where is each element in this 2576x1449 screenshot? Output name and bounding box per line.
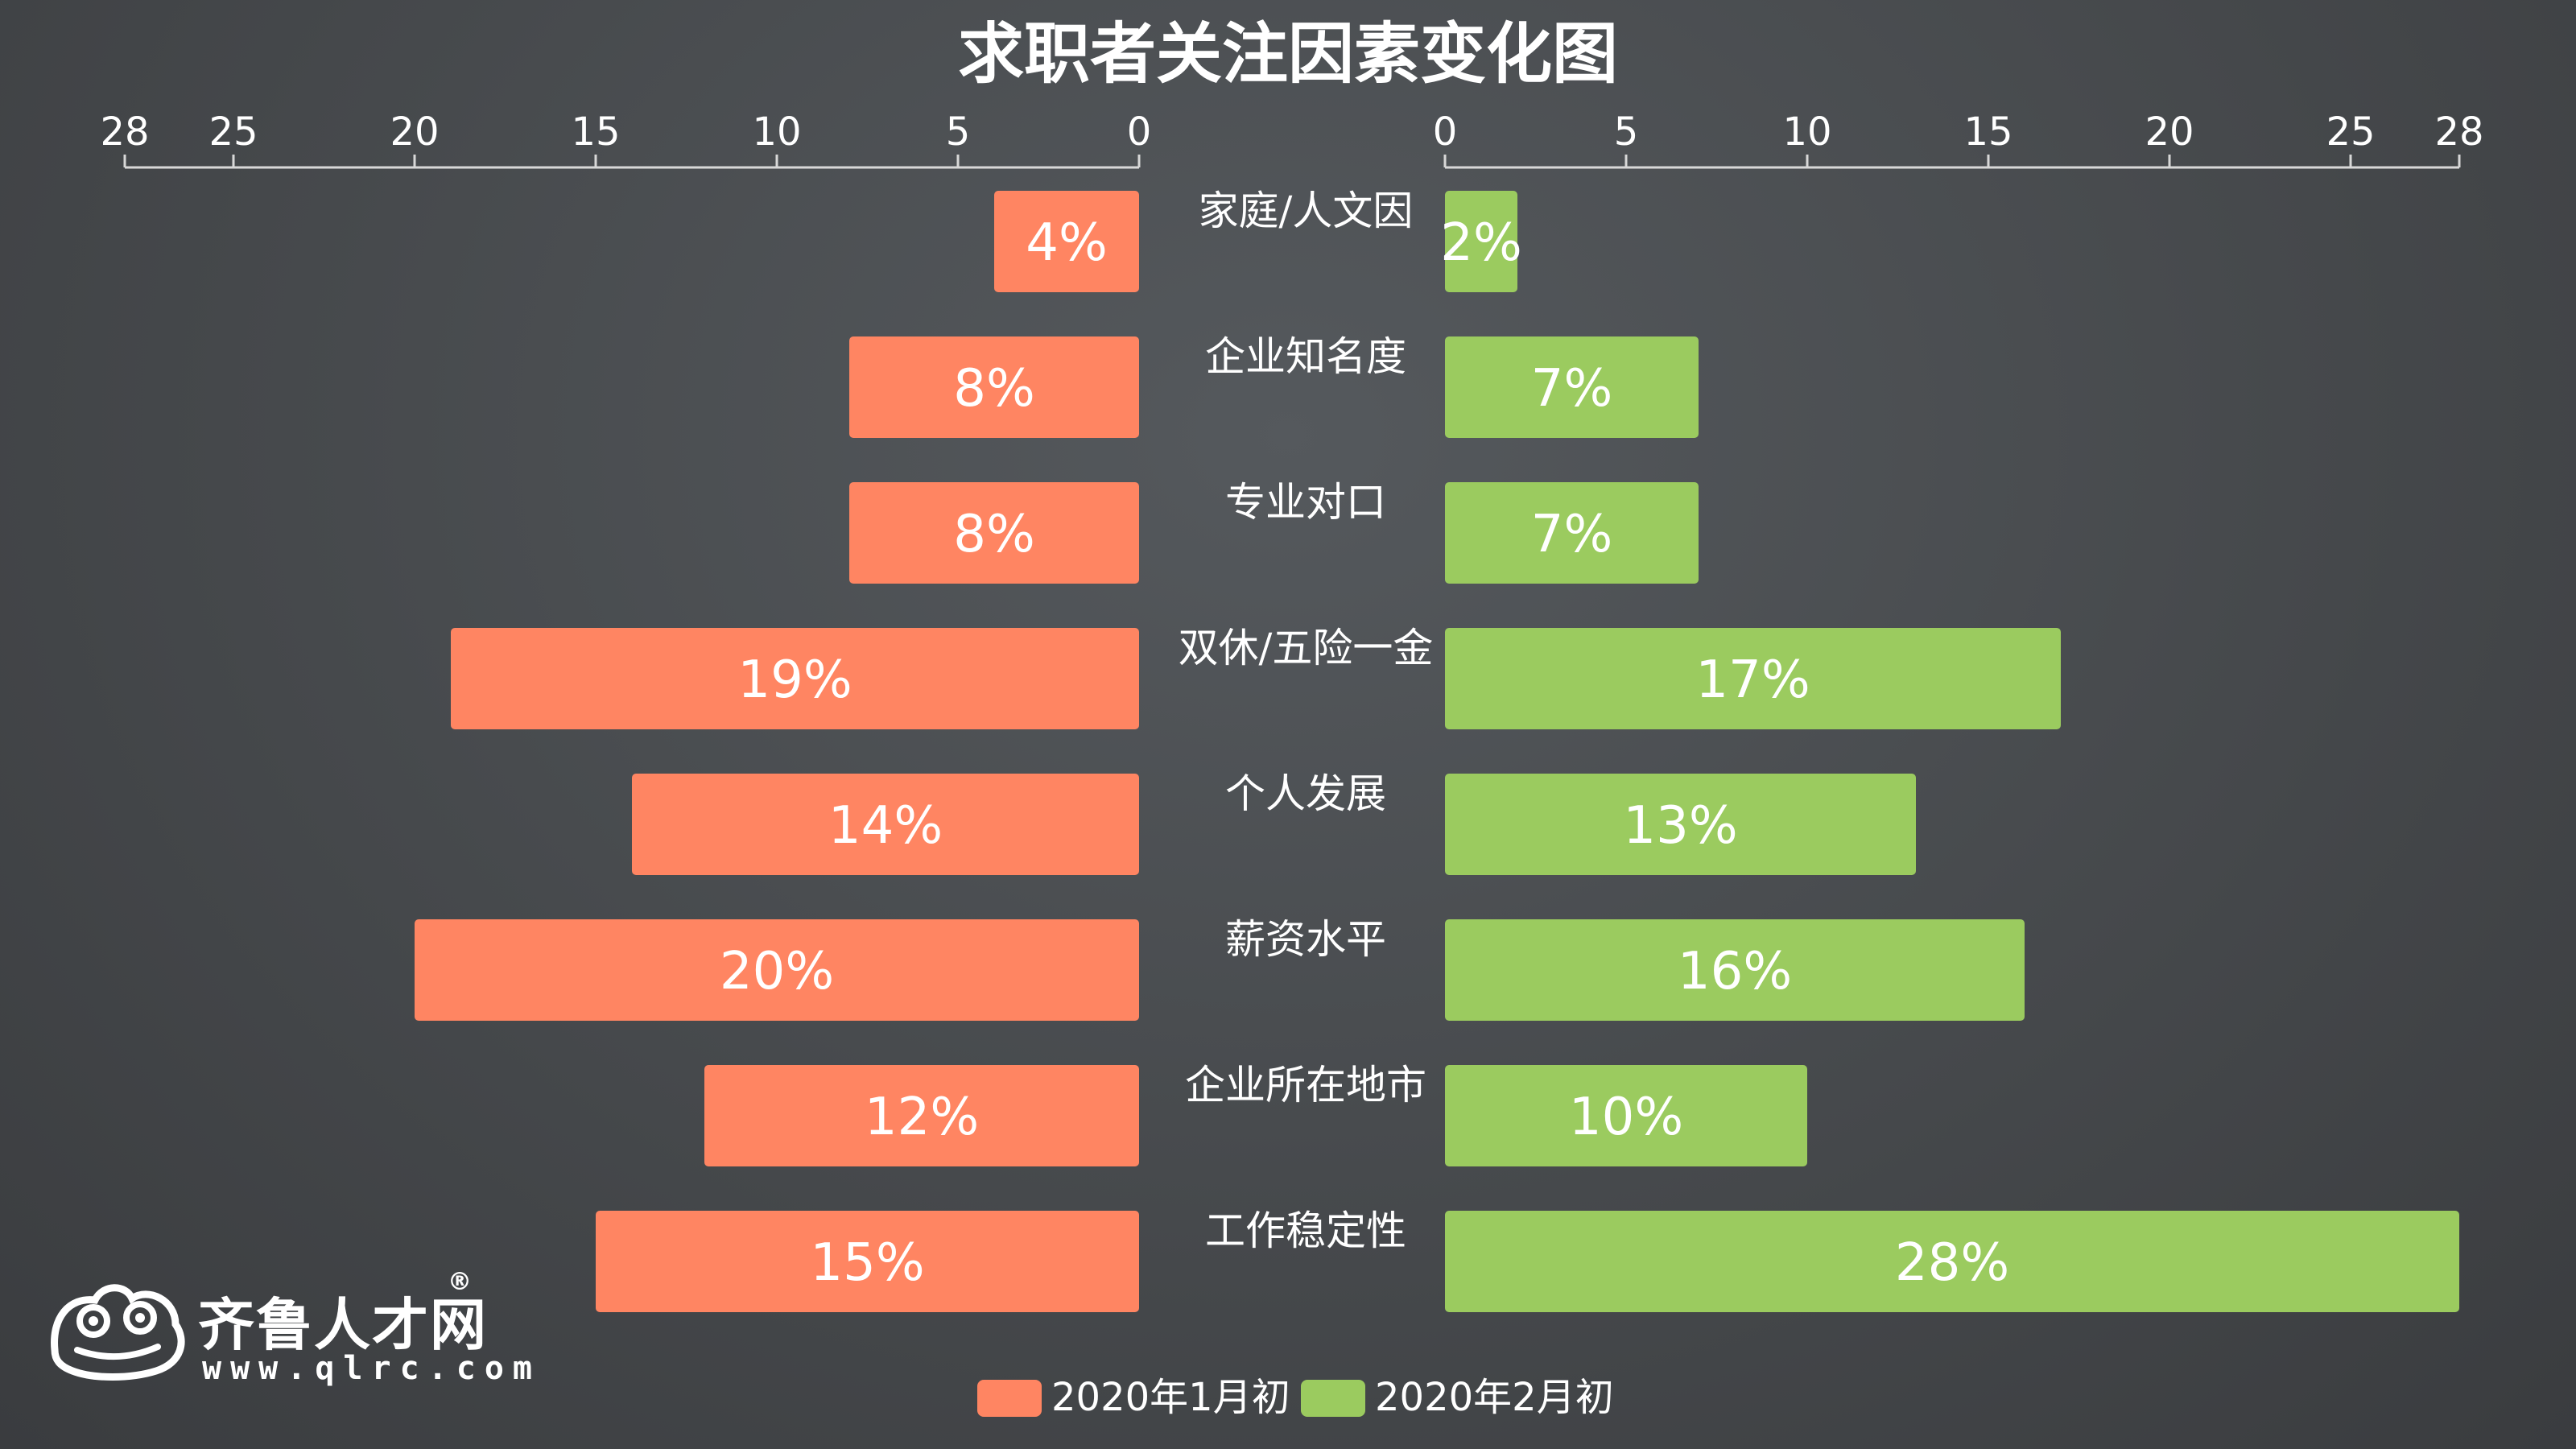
bar-left (704, 1065, 1139, 1166)
bar-left (849, 482, 1139, 584)
bar-right-label: 10% (1569, 1088, 1683, 1147)
bar-left (849, 336, 1139, 438)
bar-right-label: 16% (1678, 942, 1792, 1001)
bar-right (1445, 1065, 1807, 1166)
bar-right (1445, 191, 1517, 292)
category-label: 工作稳定性 (1205, 1208, 1406, 1254)
bar-left (632, 774, 1139, 875)
bar-right (1445, 774, 1916, 875)
right-tick-label: 20 (2145, 109, 2194, 155)
bars: 4% 2% 8% 7% 8% 7% 19% 17% 14% 13% 20% 16% 12% 10% 15% 2… (415, 191, 2459, 1312)
chart-title: 求职者关注因素变化图 (958, 16, 1618, 93)
legend-label: 2020年1月初 (1051, 1375, 1290, 1420)
bar-right-label: 7% (1531, 359, 1613, 419)
category-label: 专业对口 (1225, 479, 1386, 526)
left-tick-label: 25 (208, 109, 258, 155)
category-label: 企业所在地市 (1185, 1062, 1426, 1108)
bar-left-label: 20% (720, 942, 834, 1001)
legend-swatch (977, 1380, 1042, 1417)
right-tick-label: 15 (1963, 109, 2013, 155)
category-label: 家庭/人文因 (1199, 188, 1414, 234)
bar-left-label: 8% (953, 505, 1035, 564)
bar-right (1445, 628, 2061, 729)
left-tick-label: 5 (946, 109, 971, 155)
bar-right-label: 13% (1623, 796, 1737, 856)
left-tick-label: 15 (571, 109, 620, 155)
bar-right-label: 28% (1895, 1233, 2009, 1293)
logo-url: www.qlrc.com (202, 1350, 541, 1387)
frog-logo-icon (51, 1284, 185, 1381)
left-tick-label: 0 (1127, 109, 1152, 155)
legend: 2020年1月初 2020年2月初 (977, 1375, 1614, 1420)
bar-left-label: 19% (737, 650, 852, 710)
axes: 28 25 20 15 10 5 0 0 5 10 15 20 25 28 (100, 109, 2484, 169)
bar-right-label: 7% (1531, 505, 1613, 564)
category-label: 企业知名度 (1205, 333, 1406, 380)
legend-swatch (1301, 1380, 1365, 1417)
left-tick-label: 10 (752, 109, 801, 155)
left-tick-label: 20 (390, 109, 439, 155)
bar-left-label: 14% (828, 796, 943, 856)
bar-right (1445, 482, 1699, 584)
bar-left (415, 919, 1139, 1021)
right-tick-label: 5 (1614, 109, 1639, 155)
bar-left-label: 4% (1026, 213, 1108, 273)
registered-mark: ® (448, 1268, 472, 1296)
bar-right (1445, 919, 2025, 1021)
category-label: 薪资水平 (1225, 916, 1386, 963)
bar-left-label: 15% (810, 1233, 924, 1293)
bar-left (994, 191, 1139, 292)
legend-label: 2020年2月初 (1375, 1375, 1614, 1420)
bar-right-label: 17% (1695, 650, 1810, 710)
right-tick-label: 0 (1433, 109, 1458, 155)
right-tick-label: 25 (2326, 109, 2375, 155)
bar-left (451, 628, 1139, 729)
bar-left (596, 1211, 1139, 1312)
bar-left-label: 8% (953, 359, 1035, 419)
bar-right-label: 2% (1440, 213, 1522, 273)
right-tick-label: 10 (1782, 109, 1831, 155)
category-label: 个人发展 (1225, 770, 1386, 817)
qlrc-logo: 齐鲁人才网 ® www.qlrc.com (45, 1268, 560, 1397)
bar-right (1445, 336, 1699, 438)
right-tick-label: 28 (2434, 109, 2483, 155)
category-label: 双休/五险一金 (1179, 625, 1434, 671)
category-labels: 家庭/人文因企业知名度专业对口双休/五险一金个人发展薪资水平企业所在地市工作稳定… (1179, 188, 1434, 1254)
logo-name: 齐鲁人才网 (198, 1292, 488, 1358)
bar-left-label: 12% (865, 1088, 979, 1147)
left-tick-label: 28 (100, 109, 149, 155)
bar-right (1445, 1211, 2459, 1312)
